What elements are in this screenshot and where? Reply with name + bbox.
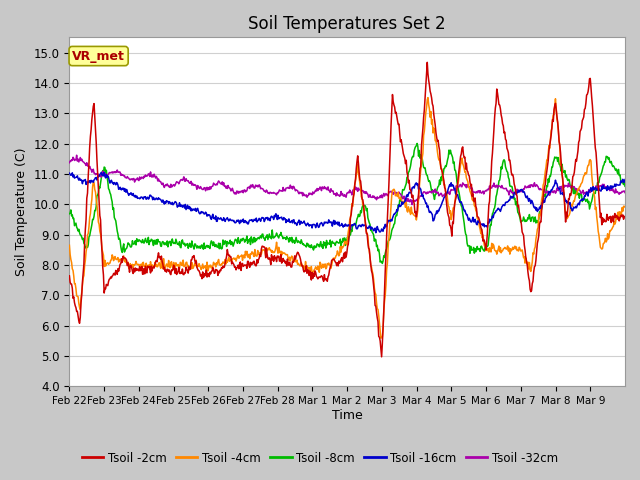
Text: VR_met: VR_met [72,49,125,62]
X-axis label: Time: Time [332,409,363,422]
Legend: Tsoil -2cm, Tsoil -4cm, Tsoil -8cm, Tsoil -16cm, Tsoil -32cm: Tsoil -2cm, Tsoil -4cm, Tsoil -8cm, Tsoi… [77,447,563,469]
Title: Soil Temperatures Set 2: Soil Temperatures Set 2 [248,15,446,33]
Y-axis label: Soil Temperature (C): Soil Temperature (C) [15,147,28,276]
